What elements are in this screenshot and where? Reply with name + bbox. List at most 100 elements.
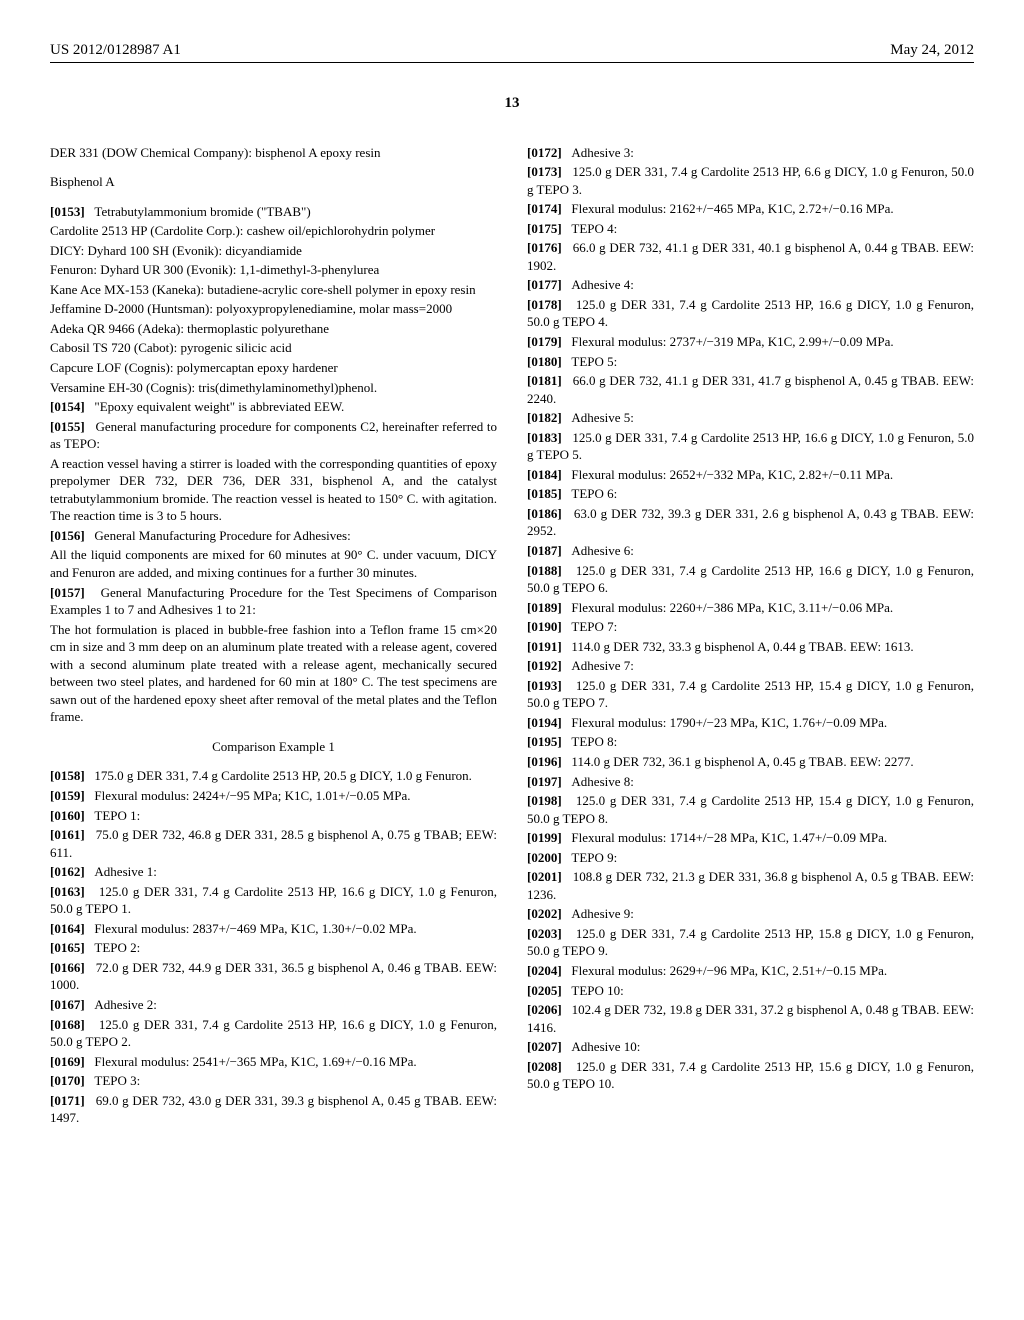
para-num: [0174] bbox=[527, 201, 562, 216]
para-num: [0186] bbox=[527, 506, 562, 521]
para-num: [0162] bbox=[50, 864, 85, 879]
para-num: [0199] bbox=[527, 830, 562, 845]
para: [0157] General Manufacturing Procedure f… bbox=[50, 584, 497, 619]
para-text: 108.8 g DER 732, 21.3 g DER 331, 36.8 g … bbox=[527, 869, 974, 902]
para: [0196] 114.0 g DER 732, 36.1 g bisphenol… bbox=[527, 753, 974, 771]
para-text: Flexural modulus: 2541+/−365 MPa, K1C, 1… bbox=[94, 1054, 416, 1069]
para-num: [0163] bbox=[50, 884, 85, 899]
para-text: 125.0 g DER 331, 7.4 g Cardolite 2513 HP… bbox=[527, 678, 974, 711]
page-number: 13 bbox=[50, 93, 974, 113]
para: [0168] 125.0 g DER 331, 7.4 g Cardolite … bbox=[50, 1016, 497, 1051]
para-num: [0160] bbox=[50, 808, 85, 823]
para-num: [0166] bbox=[50, 960, 85, 975]
para: [0166] 72.0 g DER 732, 44.9 g DER 331, 3… bbox=[50, 959, 497, 994]
para-num: [0177] bbox=[527, 277, 562, 292]
para-num: [0192] bbox=[527, 658, 562, 673]
para-text: 125.0 g DER 331, 7.4 g Cardolite 2513 HP… bbox=[527, 1059, 974, 1092]
para: [0193] 125.0 g DER 331, 7.4 g Cardolite … bbox=[527, 677, 974, 712]
para-num: [0184] bbox=[527, 467, 562, 482]
para-num: [0157] bbox=[50, 585, 85, 600]
para-text: Adhesive 10: bbox=[571, 1039, 640, 1054]
para: [0159] Flexural modulus: 2424+/−95 MPa; … bbox=[50, 787, 497, 805]
para-num: [0194] bbox=[527, 715, 562, 730]
para-text: Adhesive 1: bbox=[94, 864, 156, 879]
para: [0154] "Epoxy equivalent weight" is abbr… bbox=[50, 398, 497, 416]
para-num: [0197] bbox=[527, 774, 562, 789]
body-text: Capcure LOF (Cognis): polymercaptan epox… bbox=[50, 359, 497, 377]
para-num: [0193] bbox=[527, 678, 562, 693]
para-num: [0172] bbox=[527, 145, 562, 160]
para: [0158] 175.0 g DER 331, 7.4 g Cardolite … bbox=[50, 767, 497, 785]
body-columns: DER 331 (DOW Chemical Company): bispheno… bbox=[50, 144, 974, 1127]
para-text: Flexural modulus: 2260+/−386 MPa, K1C, 3… bbox=[571, 600, 893, 615]
para-num: [0158] bbox=[50, 768, 85, 783]
para: [0187] Adhesive 6: bbox=[527, 542, 974, 560]
para-num: [0200] bbox=[527, 850, 562, 865]
para-text: Flexural modulus: 1790+/−23 MPa, K1C, 1.… bbox=[571, 715, 887, 730]
para-text: Flexural modulus: 2162+/−465 MPa, K1C, 2… bbox=[571, 201, 893, 216]
para: [0201] 108.8 g DER 732, 21.3 g DER 331, … bbox=[527, 868, 974, 903]
para-num: [0198] bbox=[527, 793, 562, 808]
para-num: [0167] bbox=[50, 997, 85, 1012]
para-text: TEPO 9: bbox=[571, 850, 617, 865]
para-text: 66.0 g DER 732, 41.1 g DER 331, 41.7 g b… bbox=[527, 373, 974, 406]
para-num: [0195] bbox=[527, 734, 562, 749]
para-num: [0153] bbox=[50, 204, 85, 219]
para-text: 66.0 g DER 732, 41.1 g DER 331, 40.1 g b… bbox=[527, 240, 974, 273]
section-heading: Comparison Example 1 bbox=[50, 738, 497, 756]
para-text: Tetrabutylammonium bromide ("TBAB") bbox=[94, 204, 310, 219]
para-num: [0206] bbox=[527, 1002, 562, 1017]
para: [0164] Flexural modulus: 2837+/−469 MPa,… bbox=[50, 920, 497, 938]
para-text: Flexural modulus: 2629+/−96 MPa, K1C, 2.… bbox=[571, 963, 887, 978]
para-text: Adhesive 7: bbox=[571, 658, 633, 673]
para: [0208] 125.0 g DER 331, 7.4 g Cardolite … bbox=[527, 1058, 974, 1093]
para-num: [0161] bbox=[50, 827, 85, 842]
para-text: Adhesive 8: bbox=[571, 774, 633, 789]
para: [0191] 114.0 g DER 732, 33.3 g bisphenol… bbox=[527, 638, 974, 656]
para-num: [0176] bbox=[527, 240, 562, 255]
para-text: "Epoxy equivalent weight" is abbreviated… bbox=[94, 399, 344, 414]
para-num: [0183] bbox=[527, 430, 562, 445]
para-num: [0188] bbox=[527, 563, 562, 578]
para-num: [0205] bbox=[527, 983, 562, 998]
para-num: [0170] bbox=[50, 1073, 85, 1088]
body-text: A reaction vessel having a stirrer is lo… bbox=[50, 455, 497, 525]
para-text: 125.0 g DER 331, 7.4 g Cardolite 2513 HP… bbox=[527, 297, 974, 330]
para-num: [0165] bbox=[50, 940, 85, 955]
para-num: [0154] bbox=[50, 399, 85, 414]
para-num: [0208] bbox=[527, 1059, 562, 1074]
para: [0204] Flexural modulus: 2629+/−96 MPa, … bbox=[527, 962, 974, 980]
para: [0186] 63.0 g DER 732, 39.3 g DER 331, 2… bbox=[527, 505, 974, 540]
para: [0180] TEPO 5: bbox=[527, 353, 974, 371]
para: [0160] TEPO 1: bbox=[50, 807, 497, 825]
para-num: [0185] bbox=[527, 486, 562, 501]
para-num: [0201] bbox=[527, 869, 562, 884]
para-num: [0207] bbox=[527, 1039, 562, 1054]
para-text: Adhesive 9: bbox=[571, 906, 633, 921]
body-text: DER 331 (DOW Chemical Company): bispheno… bbox=[50, 144, 497, 162]
para: [0177] Adhesive 4: bbox=[527, 276, 974, 294]
para: [0183] 125.0 g DER 331, 7.4 g Cardolite … bbox=[527, 429, 974, 464]
body-text: Kane Ace MX-153 (Kaneka): butadiene-acry… bbox=[50, 281, 497, 299]
para: [0202] Adhesive 9: bbox=[527, 905, 974, 923]
para: [0185] TEPO 6: bbox=[527, 485, 974, 503]
para-num: [0189] bbox=[527, 600, 562, 615]
para-text: 102.4 g DER 732, 19.8 g DER 331, 37.2 g … bbox=[527, 1002, 974, 1035]
para: [0178] 125.0 g DER 331, 7.4 g Cardolite … bbox=[527, 296, 974, 331]
body-text: Fenuron: Dyhard UR 300 (Evonik): 1,1-dim… bbox=[50, 261, 497, 279]
para-text: Adhesive 3: bbox=[571, 145, 633, 160]
para-num: [0182] bbox=[527, 410, 562, 425]
para-num: [0196] bbox=[527, 754, 562, 769]
para-num: [0173] bbox=[527, 164, 562, 179]
para-text: Flexural modulus: 1714+/−28 MPa, K1C, 1.… bbox=[571, 830, 887, 845]
para-text: 69.0 g DER 732, 43.0 g DER 331, 39.3 g b… bbox=[50, 1093, 497, 1126]
para-text: TEPO 1: bbox=[94, 808, 140, 823]
para: [0169] Flexural modulus: 2541+/−365 MPa,… bbox=[50, 1053, 497, 1071]
para-text: TEPO 2: bbox=[94, 940, 140, 955]
body-text: Adeka QR 9466 (Adeka): thermoplastic pol… bbox=[50, 320, 497, 338]
para-num: [0191] bbox=[527, 639, 562, 654]
para: [0165] TEPO 2: bbox=[50, 939, 497, 957]
para-text: Flexural modulus: 2424+/−95 MPa; K1C, 1.… bbox=[94, 788, 410, 803]
para: [0189] Flexural modulus: 2260+/−386 MPa,… bbox=[527, 599, 974, 617]
body-text: All the liquid components are mixed for … bbox=[50, 546, 497, 581]
